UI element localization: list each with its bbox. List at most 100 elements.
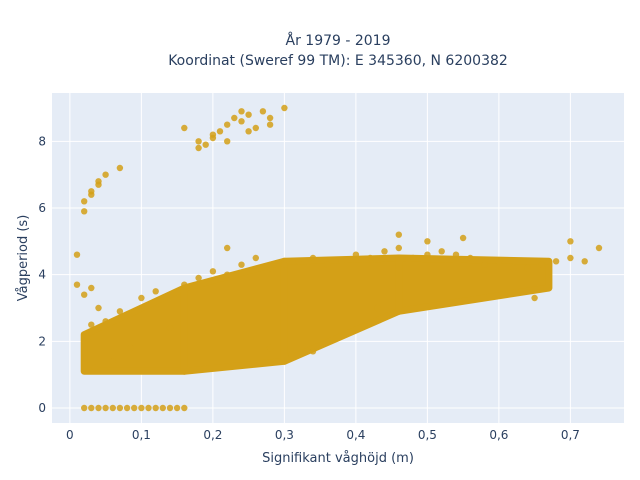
chart-title-line-1: År 1979 - 2019 (286, 32, 391, 49)
data-point (209, 134, 217, 142)
data-point (552, 258, 560, 265)
data-point (338, 258, 345, 265)
data-point (127, 344, 134, 352)
data-point (309, 348, 317, 355)
y-axis-label: Vågperiod (s) (16, 215, 31, 302)
data-point (88, 191, 95, 198)
chart-title-line-2: Koordinat (Sweref 99 TM): E 345360, N 62… (168, 53, 508, 69)
data-point (95, 404, 102, 412)
y-axis-ticks: 0 2 4 6 8 (38, 134, 46, 415)
data-point (166, 324, 174, 332)
data-point (81, 404, 88, 412)
data-point (138, 404, 145, 412)
data-point (538, 261, 545, 268)
data-point (95, 178, 102, 185)
data-point (238, 118, 245, 125)
data-point (102, 404, 109, 412)
data-point (459, 234, 467, 242)
data-point (238, 261, 245, 268)
data-point (567, 254, 574, 262)
data-point (438, 248, 445, 255)
y-tick-label: 8 (38, 134, 46, 148)
data-point (84, 334, 92, 342)
data-point (224, 138, 231, 145)
x-axis-label: Signifikant våghöjd (m) (262, 451, 414, 466)
data-point (73, 251, 81, 258)
data-point (467, 254, 474, 262)
data-point (138, 294, 145, 302)
data-point (424, 251, 431, 258)
x-tick-label: 0,4 (346, 428, 365, 442)
data-point (195, 138, 202, 145)
data-point (159, 404, 166, 412)
y-tick-label: 4 (38, 268, 46, 282)
data-point (531, 294, 538, 302)
data-point (452, 251, 460, 258)
data-point (231, 114, 238, 122)
dense-band (395, 254, 553, 315)
data-point (252, 124, 259, 132)
data-point (288, 351, 295, 358)
data-point (166, 404, 174, 412)
data-point (510, 264, 517, 272)
data-point (266, 114, 274, 122)
data-point (102, 318, 109, 325)
data-point (581, 258, 588, 265)
data-point (374, 304, 381, 312)
data-point (252, 254, 259, 262)
data-point (567, 238, 574, 245)
data-point (88, 284, 95, 292)
data-point (216, 128, 224, 135)
data-point (224, 271, 231, 278)
y-tick-label: 2 (38, 334, 46, 348)
data-point (88, 404, 95, 412)
data-point (281, 261, 288, 268)
data-point (381, 248, 388, 255)
data-point (145, 404, 152, 412)
y-tick-label: 6 (38, 201, 46, 215)
data-point (409, 254, 417, 262)
x-tick-label: 0,5 (418, 428, 437, 442)
dense-scatter-region (80, 254, 553, 375)
data-point (259, 108, 267, 115)
data-point (173, 404, 181, 412)
scatter-points (73, 104, 603, 412)
data-point (202, 141, 209, 148)
data-point (495, 258, 503, 265)
data-point (116, 164, 124, 172)
data-point (266, 121, 274, 128)
data-point (95, 304, 102, 312)
data-point (524, 264, 531, 272)
data-point (181, 124, 188, 132)
data-point (109, 404, 117, 412)
x-tick-label: 0,7 (561, 428, 580, 442)
data-point (88, 321, 95, 328)
data-point (238, 108, 245, 115)
data-point (595, 244, 603, 252)
data-point (152, 288, 159, 295)
x-tick-label: 0,6 (489, 428, 508, 442)
data-point (324, 261, 331, 268)
data-point (245, 111, 252, 118)
data-point (81, 198, 88, 205)
data-point (281, 104, 288, 112)
data-point (116, 404, 124, 412)
data-point (224, 121, 231, 128)
x-tick-label: 0,2 (203, 428, 222, 442)
data-point (367, 254, 374, 262)
data-point (131, 404, 138, 412)
data-point (81, 291, 88, 298)
x-tick-label: 0,3 (275, 428, 294, 442)
data-point (116, 308, 124, 315)
data-point (102, 171, 109, 178)
data-point (152, 404, 159, 412)
x-axis-ticks: 0 0,1 0,2 0,3 0,4 0,5 0,6 0,7 (66, 428, 580, 442)
data-point (481, 261, 488, 268)
data-point (266, 264, 274, 272)
data-point (195, 144, 202, 152)
data-point (123, 404, 131, 412)
y-tick-label: 0 (38, 401, 46, 415)
data-point (395, 244, 402, 252)
data-point (224, 244, 231, 252)
